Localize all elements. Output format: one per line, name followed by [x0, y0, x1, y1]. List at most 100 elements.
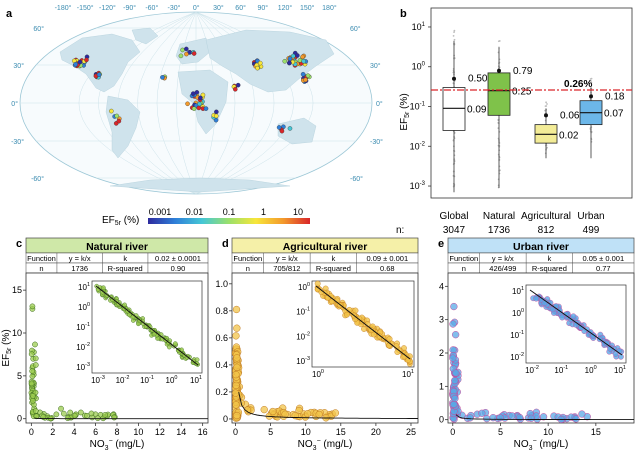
inset-y-tick: 10-2: [296, 331, 310, 341]
inset-point: [127, 312, 132, 318]
y-tick-label: 0: [439, 415, 444, 425]
scatter-point: [33, 413, 40, 420]
y-tick-label: 101: [412, 22, 426, 32]
inset-y-tick: 10-2: [76, 342, 90, 352]
longitude-line: [195, 11, 255, 195]
sampling-point: [178, 53, 184, 59]
scatter-point: [331, 409, 340, 417]
colorbar-tick-label: 0.1: [223, 207, 236, 217]
longitude-label: 150°: [300, 4, 315, 12]
latitude-label-left: -60°: [31, 175, 44, 183]
longitude-label: 30°: [213, 4, 224, 12]
table-cell: k: [547, 254, 551, 263]
latitude-label-right: -60°: [350, 175, 363, 183]
threshold-label: 0.26%: [564, 79, 592, 90]
scatter-point: [281, 410, 289, 418]
table-cell: 0.05 ± 0.001: [582, 254, 624, 263]
scatter-point: [496, 414, 504, 422]
panel-c: c Natural river Function y = k/x k 0.02 ± 0.0…: [1, 237, 209, 452]
table-cell: 705/812: [273, 264, 300, 273]
inset-point: [368, 327, 375, 334]
sampling-point: [305, 73, 311, 78]
table-cell: n: [462, 264, 466, 273]
inset-fit-line: [95, 285, 199, 366]
jitter-point: [452, 35, 455, 37]
median-label: 0.09: [467, 104, 487, 115]
table-cell: y = k/x: [276, 254, 298, 263]
median-label: 0.07: [604, 109, 624, 120]
scatter-point: [102, 412, 108, 418]
scatter-point: [28, 380, 35, 387]
inset-point: [344, 311, 350, 318]
fit-curve: [34, 417, 208, 420]
longitude-label: -120°: [99, 4, 116, 12]
y-tick-label: 0: [17, 414, 22, 424]
sampling-point: [185, 101, 190, 107]
scatter-point: [32, 341, 38, 348]
y-tick-label: 1: [439, 381, 444, 391]
jitter-point: [546, 103, 548, 105]
sampling-point: [300, 71, 306, 77]
jitter-point: [453, 31, 455, 34]
mean-label: 0.06: [560, 110, 580, 121]
mean-marker: [497, 68, 501, 73]
median-label: 0.02: [559, 130, 579, 141]
scatter-point: [233, 363, 241, 371]
colorbar-ticks: 0.001 0.01 0.1 1 10: [149, 207, 303, 217]
sampling-point: [200, 92, 206, 98]
y-tick-label: 100: [412, 62, 426, 72]
median-label: 0.25: [512, 87, 532, 98]
scatter-point: [489, 414, 497, 422]
colorbar-gradient: [148, 218, 310, 224]
sampling-point: [257, 60, 263, 66]
sampling-point: [233, 87, 238, 92]
x-tick-label: 5: [268, 427, 273, 437]
south-america-shape: [105, 95, 141, 159]
mean-marker: [452, 76, 456, 81]
table-cell: y = k/x: [69, 254, 91, 263]
inset-x-tick: 10-2: [116, 375, 130, 385]
map-longitude-labels: -180° -150° -120° -90° -60° -30° 0° 30° 60° 90° 12…: [55, 4, 337, 12]
sampling-point: [197, 101, 202, 107]
x-tick-label: 0: [233, 427, 238, 437]
x-tick-label: 20: [371, 427, 381, 437]
scatter-point: [516, 413, 524, 422]
y-tick-label: 0.4: [215, 360, 228, 370]
panel-b-letter: b: [400, 8, 407, 20]
y-tick-label: 10-1: [410, 102, 426, 112]
longitude-label: -150°: [77, 4, 94, 12]
latitude-label-right: 0°: [376, 100, 383, 108]
colorbar: EF5r (%) 0.001 0.01 0.1 1 10: [102, 207, 310, 227]
scatter-point: [233, 411, 241, 420]
inset-x-tick: 100: [312, 369, 324, 379]
colorbar-tick-label: 0.001: [149, 207, 172, 217]
scatter-point: [232, 401, 240, 409]
latitude-label-right: 60°: [350, 25, 361, 33]
inset-x-tick: 101: [190, 375, 202, 385]
inset-point: [352, 307, 359, 314]
mean-marker: [544, 113, 548, 118]
scatter-point: [508, 412, 516, 420]
table-cell: 0.68: [380, 264, 395, 273]
sampling-point: [235, 82, 241, 88]
y-tick-label: 10-2: [410, 141, 426, 151]
inset-point: [122, 302, 127, 308]
x-axis-label: NO3− (mg/L): [90, 438, 145, 452]
greenland-shape: [131, 27, 159, 45]
inset-point: [361, 326, 367, 332]
inset-y-tick: 100: [78, 302, 90, 312]
table-cell: 1736: [71, 264, 88, 273]
scatter-point: [78, 409, 84, 416]
inset-x-tick: 101: [402, 369, 414, 379]
scatter-point: [315, 410, 323, 419]
scatter-point: [451, 376, 459, 385]
inset-point: [559, 314, 566, 321]
inset-fit-line: [315, 285, 411, 360]
sampling-point: [295, 53, 300, 58]
longitude-label: 60°: [235, 4, 246, 12]
scatter-point: [111, 414, 117, 421]
x-tick-label: 8: [114, 427, 119, 437]
colorbar-tick-label: 1: [261, 207, 266, 217]
inset-fit-line: [529, 289, 623, 356]
category-n: 3047: [443, 225, 466, 236]
